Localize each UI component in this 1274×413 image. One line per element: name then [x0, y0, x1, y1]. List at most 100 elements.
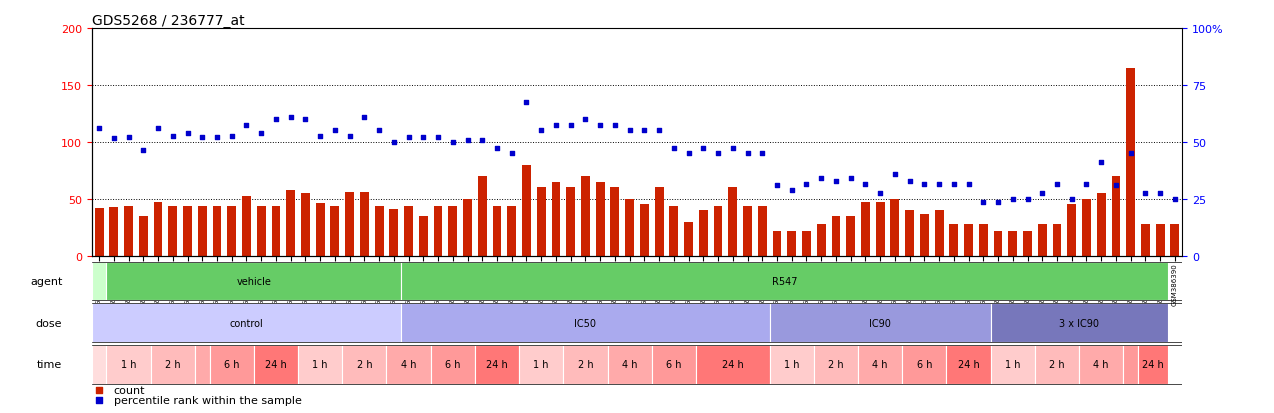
Text: 2 h: 2 h	[828, 360, 843, 370]
Point	[473, 137, 493, 143]
Point	[325, 128, 345, 134]
Text: R547: R547	[772, 276, 798, 286]
Point	[369, 128, 390, 134]
Point	[929, 181, 949, 188]
Bar	[920, 214, 929, 256]
Bar	[110, 207, 118, 256]
Bar	[655, 188, 664, 256]
Bar	[713, 206, 722, 256]
Bar	[271, 206, 280, 256]
Bar	[431, 345, 475, 384]
Point	[502, 150, 522, 157]
Bar	[257, 206, 265, 256]
Bar	[464, 199, 471, 256]
Text: 4 h: 4 h	[873, 360, 888, 370]
Point	[812, 176, 832, 182]
Point	[296, 116, 316, 123]
Bar	[769, 304, 991, 342]
Bar	[154, 203, 163, 256]
Point	[855, 181, 875, 188]
Point	[222, 133, 242, 140]
Bar	[891, 199, 899, 256]
Point	[678, 150, 698, 157]
Bar	[608, 345, 652, 384]
Point	[915, 181, 935, 188]
Point	[1106, 182, 1126, 189]
Bar	[563, 345, 608, 384]
Point	[693, 145, 713, 152]
Point	[177, 130, 197, 137]
Bar	[669, 206, 678, 256]
Bar	[210, 345, 254, 384]
Text: GDS5268 / 236777_at: GDS5268 / 236777_at	[92, 14, 245, 28]
Bar	[1124, 345, 1138, 384]
Bar	[150, 345, 195, 384]
Bar	[935, 211, 944, 256]
Bar	[404, 206, 413, 256]
Bar	[846, 216, 855, 256]
Bar	[92, 345, 107, 384]
Bar	[769, 345, 814, 384]
Bar	[390, 209, 399, 256]
Bar	[345, 192, 354, 256]
Text: time: time	[37, 360, 62, 370]
Point	[605, 122, 626, 129]
Point	[236, 122, 256, 129]
Text: 24 h: 24 h	[1142, 360, 1163, 370]
Bar	[1034, 345, 1079, 384]
Bar	[991, 345, 1034, 384]
Bar	[519, 345, 563, 384]
Text: 1 h: 1 h	[1005, 360, 1020, 370]
Point	[118, 135, 139, 141]
Point	[767, 182, 787, 189]
Point	[89, 397, 110, 404]
Point	[619, 128, 640, 134]
Point	[634, 128, 655, 134]
Bar	[197, 206, 206, 256]
Text: 6 h: 6 h	[224, 360, 240, 370]
Point	[132, 147, 153, 154]
Point	[796, 181, 817, 188]
Text: 24 h: 24 h	[265, 360, 287, 370]
Bar	[803, 231, 810, 256]
Point	[973, 199, 994, 206]
Bar	[401, 304, 769, 342]
Bar	[1023, 231, 1032, 256]
Text: 1 h: 1 h	[784, 360, 800, 370]
Bar	[107, 345, 150, 384]
Bar	[419, 216, 428, 256]
Bar	[254, 345, 298, 384]
Point	[841, 176, 861, 182]
Point	[708, 150, 729, 157]
Bar	[195, 345, 210, 384]
Point	[722, 145, 743, 152]
Bar	[493, 206, 502, 256]
Bar	[552, 182, 561, 256]
Text: control: control	[229, 318, 264, 328]
Bar	[124, 206, 132, 256]
Point	[826, 178, 846, 184]
Bar	[1142, 224, 1150, 256]
Bar	[743, 206, 752, 256]
Bar	[596, 182, 605, 256]
Point	[1164, 196, 1185, 202]
Bar	[832, 216, 841, 256]
Point	[1091, 159, 1111, 166]
Text: 3 x IC90: 3 x IC90	[1059, 318, 1099, 328]
Bar	[343, 345, 386, 384]
Text: 6 h: 6 h	[666, 360, 682, 370]
Bar	[361, 192, 368, 256]
Text: 2 h: 2 h	[164, 360, 181, 370]
Text: 1 h: 1 h	[312, 360, 327, 370]
Point	[251, 130, 271, 137]
Point	[1077, 181, 1097, 188]
Bar	[298, 345, 343, 384]
Bar	[1097, 194, 1106, 256]
Text: 2 h: 2 h	[577, 360, 594, 370]
Text: 4 h: 4 h	[401, 360, 417, 370]
Point	[1150, 190, 1171, 197]
Bar	[375, 206, 383, 256]
Bar	[330, 206, 339, 256]
Bar	[902, 345, 947, 384]
Bar	[401, 262, 1167, 301]
